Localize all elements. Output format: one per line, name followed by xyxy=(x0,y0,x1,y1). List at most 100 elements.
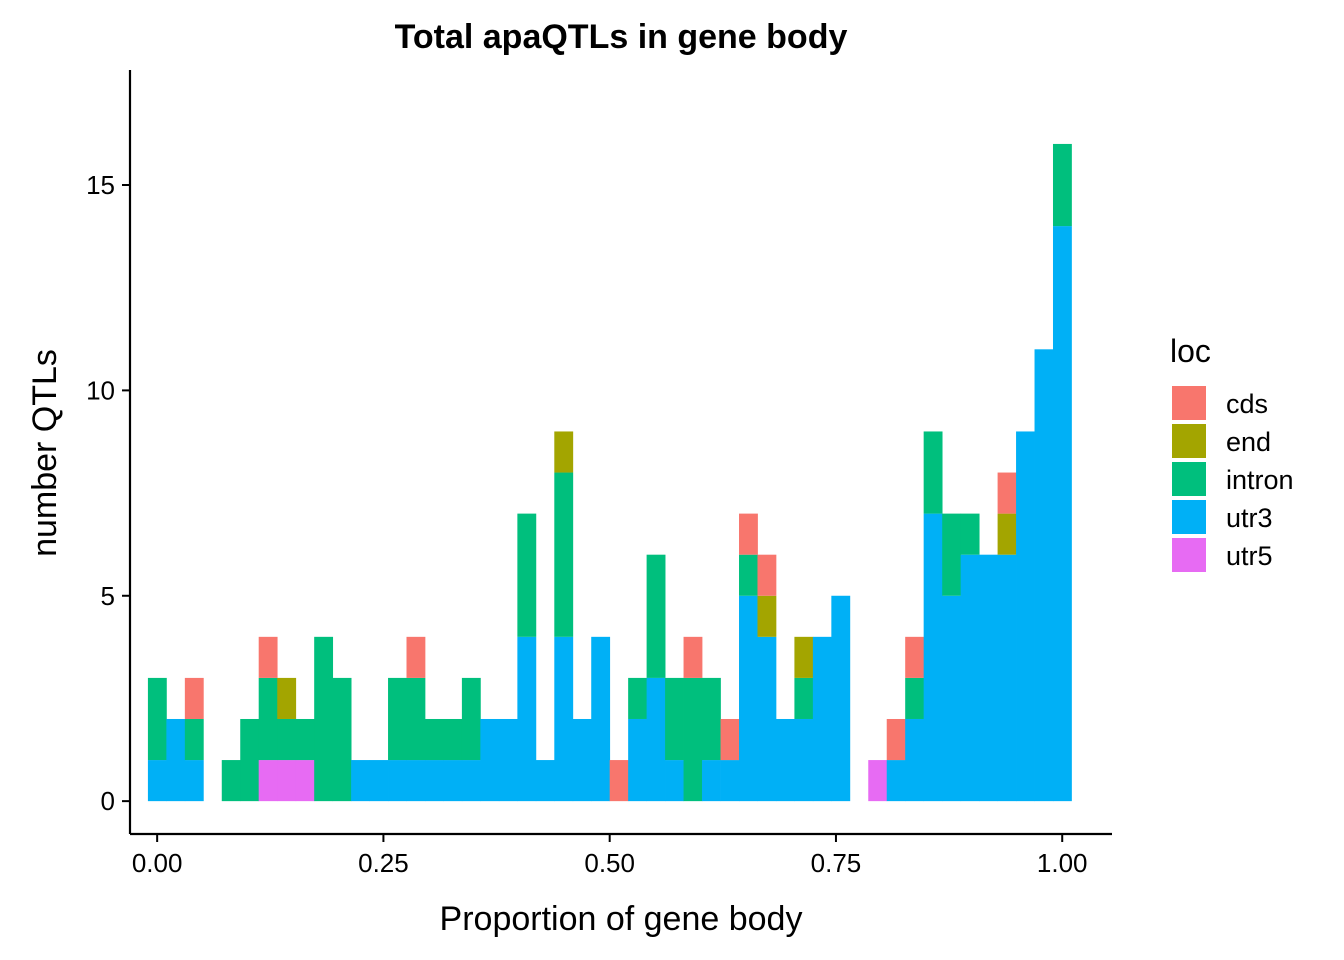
bars-layer xyxy=(147,143,1072,802)
bar-segment-utr3-bin-45 xyxy=(979,554,998,802)
legend-label-end: end xyxy=(1226,427,1271,457)
bar-segment-utr3-bin-12 xyxy=(369,760,389,802)
bar-segment-intron-bin-32 xyxy=(739,554,758,596)
bar-segment-utr3-bin-17 xyxy=(461,760,481,802)
bar-segment-end-bin-22 xyxy=(554,431,574,473)
bar-segment-intron-bin-28 xyxy=(665,677,684,761)
bar-segment-intron-bin-13 xyxy=(388,677,407,761)
bar-segment-utr3-bin-42 xyxy=(923,513,943,802)
bar-segment-utr3-bin-40 xyxy=(886,760,906,802)
bar-segment-utr3-bin-26 xyxy=(628,718,648,802)
bar-segment-utr3-bin-30 xyxy=(702,760,721,802)
legend-swatch-intron xyxy=(1172,462,1206,496)
bar-segment-intron-bin-16 xyxy=(443,718,463,761)
bar-segment-utr3-bin-33 xyxy=(757,636,777,802)
bar-segment-utr5-bin-8 xyxy=(295,760,315,802)
bar-segment-cds-bin-25 xyxy=(609,760,629,802)
bar-segment-utr3-bin-22 xyxy=(554,636,574,802)
bar-segment-cds-bin-2 xyxy=(184,677,204,719)
bar-segment-utr3-bin-19 xyxy=(498,718,518,802)
bar-segment-intron-bin-10 xyxy=(332,677,352,802)
bar-segment-utr3-bin-31 xyxy=(720,760,740,802)
bar-segment-utr5-bin-39 xyxy=(868,760,888,802)
x-tick-label-4: 1.00 xyxy=(1037,848,1088,878)
bar-segment-intron-bin-41 xyxy=(905,677,925,719)
y-tick-label-2: 10 xyxy=(86,375,115,405)
bar-segment-utr3-bin-44 xyxy=(960,554,980,802)
legend-label-cds: cds xyxy=(1226,389,1268,419)
bar-segment-intron-bin-4 xyxy=(221,760,241,802)
bar-segment-intron-bin-8 xyxy=(295,718,315,761)
bar-segment-intron-bin-14 xyxy=(406,677,426,761)
legend-swatch-end xyxy=(1172,424,1206,458)
bar-segment-intron-bin-15 xyxy=(424,718,444,761)
bar-segment-utr3-bin-11 xyxy=(351,760,370,802)
legend-title: loc xyxy=(1170,333,1211,369)
bar-segment-utr5-bin-6 xyxy=(258,760,278,802)
x-tick-label-2: 0.50 xyxy=(584,848,635,878)
bar-segment-end-bin-33 xyxy=(757,595,777,637)
bar-segment-utr3-bin-14 xyxy=(406,760,426,802)
bar-segment-utr3-bin-34 xyxy=(775,718,795,802)
bar-segment-cds-bin-33 xyxy=(757,554,777,596)
bar-segment-utr3-bin-23 xyxy=(572,718,592,802)
bar-segment-utr3-bin-49 xyxy=(1052,226,1072,802)
bar-segment-intron-bin-9 xyxy=(314,636,334,802)
bar-segment-utr3-bin-20 xyxy=(517,636,537,802)
bar-segment-utr3-bin-13 xyxy=(388,760,407,802)
legend-swatch-utr5 xyxy=(1172,538,1206,572)
bar-segment-utr3-bin-28 xyxy=(665,760,684,802)
legend-swatch-utr3 xyxy=(1172,500,1206,534)
legend-label-utr5: utr5 xyxy=(1226,541,1273,571)
bar-segment-cds-bin-14 xyxy=(406,636,426,678)
x-tick-label-1: 0.25 xyxy=(358,848,409,878)
bar-segment-cds-bin-31 xyxy=(720,718,740,761)
bar-segment-intron-bin-26 xyxy=(628,677,648,719)
bar-segment-end-bin-35 xyxy=(794,636,814,678)
bar-segment-utr3-bin-2 xyxy=(184,760,204,802)
bar-segment-intron-bin-30 xyxy=(702,677,721,761)
bar-segment-utr3-bin-41 xyxy=(905,718,925,802)
bar-segment-utr3-bin-27 xyxy=(646,677,666,802)
chart-title: Total apaQTLs in gene body xyxy=(395,18,848,56)
bar-segment-end-bin-46 xyxy=(997,513,1017,555)
bar-segment-intron-bin-35 xyxy=(794,677,814,719)
bar-segment-utr3-bin-36 xyxy=(812,636,832,802)
bar-segment-cds-bin-40 xyxy=(886,718,906,761)
bar-segment-utr3-bin-1 xyxy=(166,718,186,802)
bar-segment-utr3-bin-16 xyxy=(443,760,463,802)
x-tick-label-0: 0.00 xyxy=(132,848,183,878)
bar-segment-intron-bin-44 xyxy=(960,513,980,555)
bar-segment-cds-bin-6 xyxy=(258,636,278,678)
bar-segment-cds-bin-41 xyxy=(905,636,925,678)
bar-segment-cds-bin-32 xyxy=(739,513,758,555)
y-tick-label-0: 0 xyxy=(101,786,115,816)
bar-segment-utr3-bin-43 xyxy=(942,595,962,802)
bar-segment-intron-bin-49 xyxy=(1052,143,1072,227)
bar-segment-end-bin-7 xyxy=(277,677,297,719)
bar-segment-intron-bin-6 xyxy=(258,677,278,761)
bar-segment-intron-bin-42 xyxy=(923,431,943,514)
x-tick-label-3: 0.75 xyxy=(811,848,862,878)
bar-segment-utr3-bin-37 xyxy=(831,595,851,802)
bar-segment-intron-bin-5 xyxy=(240,718,260,802)
bar-segment-intron-bin-17 xyxy=(461,677,481,761)
bar-segment-utr3-bin-21 xyxy=(535,760,555,802)
y-tick-label-3: 15 xyxy=(86,170,115,200)
bar-segment-intron-bin-20 xyxy=(517,513,537,637)
bar-segment-utr3-bin-35 xyxy=(794,718,814,802)
bar-segment-utr3-bin-46 xyxy=(997,554,1017,802)
bar-segment-utr3-bin-48 xyxy=(1034,349,1054,802)
y-axis-label: number QTLs xyxy=(26,349,64,557)
bar-segment-intron-bin-29 xyxy=(683,677,703,802)
bar-segment-utr3-bin-47 xyxy=(1016,431,1035,802)
bar-segment-intron-bin-0 xyxy=(147,677,167,761)
bar-segment-intron-bin-7 xyxy=(277,718,297,761)
legend-label-utr3: utr3 xyxy=(1226,503,1273,533)
bar-segment-intron-bin-22 xyxy=(554,472,574,637)
bar-segment-cds-bin-29 xyxy=(683,636,703,678)
legend-swatch-cds xyxy=(1172,386,1206,420)
bar-segment-cds-bin-46 xyxy=(997,472,1017,514)
